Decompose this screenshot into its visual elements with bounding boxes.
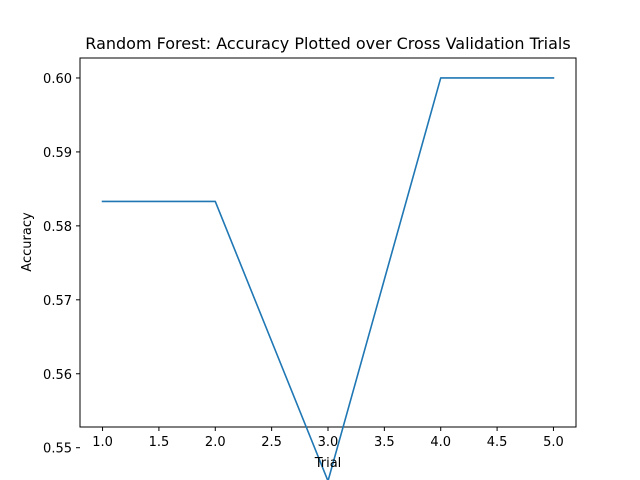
y-tick-label: 0.57 bbox=[43, 294, 72, 309]
y-tick-label: 0.56 bbox=[43, 368, 72, 383]
x-axis-label: Trial bbox=[314, 456, 342, 471]
x-tick-label: 2.5 bbox=[261, 435, 282, 450]
chart-title: Random Forest: Accuracy Plotted over Cro… bbox=[85, 34, 570, 53]
x-axis: 1.0 1.5 2.0 2.5 3.0 3.5 4.0 4.5 5.0 bbox=[92, 427, 564, 450]
axes-frame bbox=[79, 57, 577, 428]
x-tick-label: 3.0 bbox=[318, 435, 339, 450]
y-tick-label: 0.60 bbox=[43, 72, 72, 87]
x-tick-label: 4.5 bbox=[487, 435, 508, 450]
x-tick-label: 5.0 bbox=[543, 435, 564, 450]
y-axis-label: Accuracy bbox=[20, 212, 35, 272]
x-tick-label: 2.0 bbox=[205, 435, 226, 450]
plot-area: 1.0 1.5 2.0 2.5 3.0 3.5 4.0 4.5 5.0 0.55 0.56 0.57… bbox=[43, 57, 577, 480]
series-group bbox=[101, 77, 555, 480]
y-axis: 0.55 0.56 0.57 0.58 0.59 0.60 bbox=[43, 72, 80, 457]
x-tick-label: 1.5 bbox=[149, 435, 170, 450]
y-tick-label: 0.58 bbox=[43, 220, 72, 235]
x-tick-label: 3.5 bbox=[374, 435, 395, 450]
x-tick-label: 1.0 bbox=[92, 435, 113, 450]
y-tick-label: 0.59 bbox=[43, 146, 72, 161]
series-line bbox=[101, 77, 555, 480]
x-tick-label: 4.0 bbox=[430, 435, 451, 450]
y-tick-label: 0.55 bbox=[43, 442, 72, 457]
